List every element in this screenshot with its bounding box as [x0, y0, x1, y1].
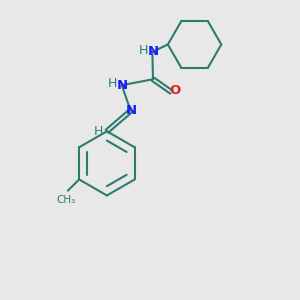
Text: H: H [108, 77, 118, 90]
Text: H: H [139, 44, 148, 57]
Text: N: N [126, 104, 137, 117]
Text: CH₃: CH₃ [56, 195, 75, 205]
Text: N: N [117, 79, 128, 92]
Text: O: O [169, 84, 181, 97]
Text: H: H [94, 125, 103, 138]
Text: N: N [148, 45, 159, 58]
